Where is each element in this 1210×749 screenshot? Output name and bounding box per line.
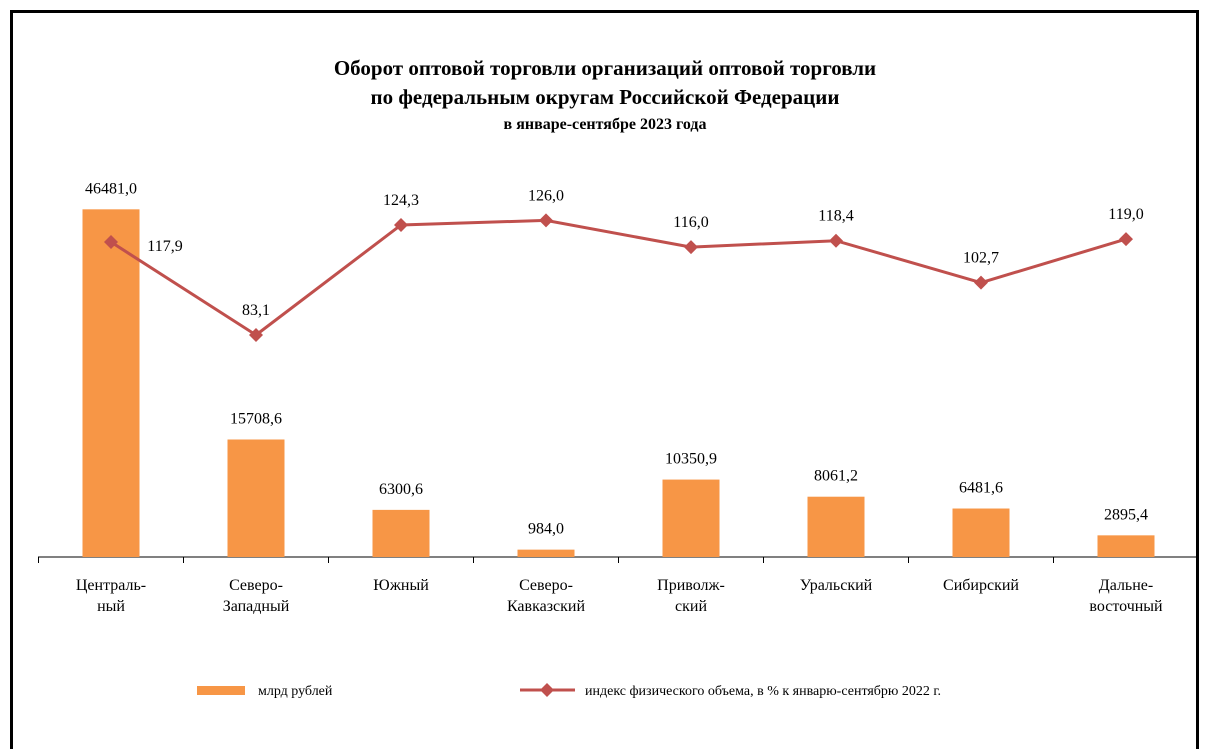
x-tick-label: Северо-Кавказский	[507, 577, 586, 615]
legend-swatch	[197, 686, 245, 695]
bar	[662, 479, 720, 557]
data-label: 102,7	[963, 250, 999, 267]
legend-label: млрд рублей	[258, 684, 333, 699]
chart-subtitle: в январе-сентябре 2023 года	[504, 116, 707, 133]
data-label: 15708,6	[230, 410, 282, 427]
legend-marker	[540, 683, 554, 697]
bar	[82, 209, 140, 557]
x-tick-label: Централь-ный	[76, 577, 146, 615]
data-label: 119,0	[1108, 206, 1143, 223]
data-label: 124,3	[383, 192, 419, 209]
data-label: 126,0	[528, 187, 564, 204]
legend-label: индекс физического объема, в % к январю-…	[585, 684, 941, 699]
bar	[952, 508, 1010, 557]
x-tick-label: Сибирский	[943, 577, 1019, 594]
bar	[517, 549, 575, 557]
bar	[227, 439, 285, 557]
data-label: 118,4	[818, 208, 853, 225]
x-tick-label: Дальне-восточный	[1089, 577, 1163, 615]
marker	[249, 328, 263, 343]
frame	[10, 10, 1199, 749]
data-label: 984,0	[528, 521, 564, 538]
marker	[974, 275, 988, 290]
data-label: 10350,9	[665, 451, 717, 468]
bar	[807, 496, 865, 557]
marker	[684, 240, 698, 255]
data-label: 8061,2	[814, 468, 858, 485]
x-tick-label: Южный	[373, 577, 429, 594]
data-label: 116,0	[673, 214, 708, 231]
marker	[829, 233, 843, 248]
bar	[372, 509, 430, 557]
data-label: 83,1	[242, 302, 270, 319]
data-label: 117,9	[147, 238, 182, 255]
bar	[1097, 535, 1155, 557]
chart-title: Оборот оптовой торговли организаций опто…	[334, 56, 876, 109]
x-tick-label: Северо-Западный	[223, 577, 290, 615]
marker	[104, 235, 118, 250]
x-tick-label: Уральский	[800, 577, 873, 594]
x-tick-label: Приволж-ский	[657, 577, 725, 615]
data-label: 6481,6	[959, 480, 1003, 497]
data-label: 46481,0	[85, 180, 137, 197]
marker	[539, 213, 553, 228]
data-label: 2895,4	[1104, 506, 1148, 523]
marker	[394, 217, 408, 232]
data-label: 6300,6	[379, 481, 423, 498]
line	[110, 218, 1127, 337]
marker	[1119, 232, 1133, 247]
